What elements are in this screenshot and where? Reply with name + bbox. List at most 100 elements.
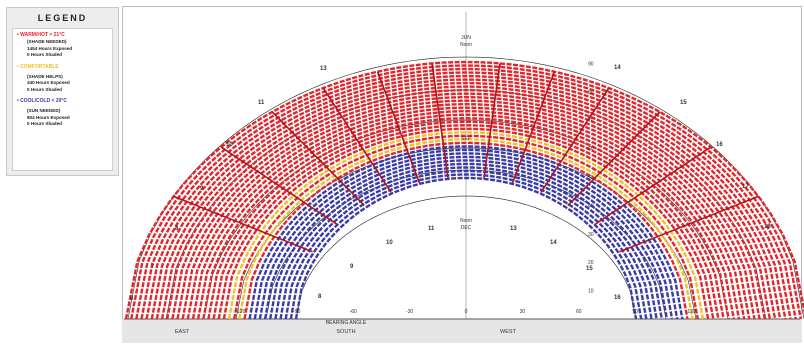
altitude-tick-label: 60	[588, 147, 594, 153]
hour-line	[619, 195, 759, 253]
hour-line	[567, 111, 661, 206]
altitude-tick-label: 20	[588, 260, 594, 266]
june-hour-label: 16	[716, 142, 723, 148]
sun-path-line	[145, 74, 787, 320]
hour-line	[540, 87, 610, 193]
june-hour-label: 9	[200, 186, 204, 192]
legend-comfortable-label: • COMFORTABLE	[17, 63, 59, 70]
june-hour-label: 11	[258, 100, 265, 106]
december-noon-label: Noon	[460, 218, 472, 224]
sun-path-line	[233, 134, 699, 320]
december-hour-label: 14	[550, 240, 557, 246]
bearing-tick-label: -60	[350, 309, 357, 315]
sun-path-line	[130, 64, 802, 320]
june-hour-label: 13	[320, 66, 327, 72]
december-hour-label: 13	[510, 226, 517, 232]
sun-path-line	[253, 148, 679, 320]
hour-line	[173, 195, 313, 253]
sun-path-line	[124, 60, 804, 320]
sun-path-line	[279, 166, 653, 320]
december-hour-label: 15	[586, 266, 593, 272]
bearing-tick-label: 90	[632, 309, 638, 315]
legend-warm-shaded: 0 Hours Shaded	[27, 52, 62, 57]
december-hour-label: 11	[428, 226, 435, 232]
sun-path-line	[150, 78, 782, 320]
x-axis-title: BEARING ANGLE	[326, 320, 367, 326]
legend-comfortable-note: (SHADE HELPS)	[27, 73, 63, 79]
legend-comfortable-exposed: 340 Hours Exposed	[27, 80, 70, 85]
sun-path-line	[160, 85, 772, 320]
sun-path-line	[140, 71, 792, 320]
bearing-tick-label: 60	[576, 309, 582, 315]
legend-title: LEGEND	[37, 13, 88, 23]
june-hour-label: 14	[614, 65, 621, 71]
sun-path-line	[196, 109, 736, 320]
legend-group-cool: • COOL/COLD < 20°C (SUN NEEDED) 804 Hour…	[17, 98, 108, 128]
june-hour-label: 6	[130, 296, 134, 302]
december-hour-label: 8	[318, 294, 322, 300]
june-hour-label: 10	[226, 142, 233, 148]
june-label: JUN	[461, 35, 471, 41]
sun-path-line	[202, 113, 730, 320]
legend-warm-note: (SHADE NEEDED)	[27, 39, 67, 44]
altitude-tick-label: 50	[588, 175, 594, 181]
legend-cool-label: • COOL/COLD < 20°C	[17, 98, 68, 104]
sun-path-line	[181, 99, 751, 320]
sun-path-line	[243, 141, 689, 320]
sun-path-line	[176, 95, 756, 320]
december-hour-label: 9	[350, 264, 354, 270]
bearing-tick-label: -90	[293, 309, 300, 315]
june-hour-label: 15	[680, 100, 687, 106]
june-hour-label: 7	[151, 264, 155, 270]
altitude-tick-label: 10	[588, 289, 594, 295]
sun-path-line	[284, 169, 648, 320]
bearing-tick-label: 0	[465, 309, 468, 315]
sun-path-line	[207, 116, 725, 320]
altitude-ring	[127, 56, 804, 320]
hour-line	[511, 71, 556, 184]
sun-path-line	[258, 152, 674, 320]
legend-group-comfortable: • COMFORTABLE (SHADE HELPS) 340 Hours Ex…	[17, 64, 108, 94]
june-hour-label: 17	[742, 184, 749, 190]
direction-label: WEST	[500, 329, 517, 335]
altitude-ring	[295, 195, 637, 320]
legend-box: • WARM/HOT > 21°C (SHADE NEEDED) 1454 Ho…	[12, 28, 113, 171]
altitude-tick-label: 40	[588, 203, 594, 209]
hour-line	[483, 63, 501, 179]
june-noon-label: Noon	[460, 42, 472, 48]
hour-line	[322, 87, 392, 193]
sun-path-line	[294, 176, 638, 320]
sun-path-line	[217, 124, 715, 320]
june-hour-label: 18	[764, 224, 771, 230]
december-hour-label: 10	[386, 240, 393, 246]
hour-line	[220, 146, 338, 226]
june-hour-label: 8	[175, 226, 179, 232]
bearing-tick-label: 120	[687, 309, 696, 315]
sun-path-lines	[124, 60, 804, 320]
altitude-tick-label: 90	[588, 61, 594, 67]
altitude-tick-label: 30	[588, 232, 594, 238]
direction-label: SOUTH	[336, 329, 355, 335]
altitude-tick-label: 70	[588, 118, 594, 124]
direction-label: EAST	[175, 329, 190, 335]
legend-cool-exposed: 804 Hours Exposed	[27, 114, 70, 120]
sun-path-line	[222, 127, 710, 320]
hour-line	[376, 71, 421, 184]
december-label: DEC	[461, 225, 472, 231]
sun-path-line	[274, 162, 658, 320]
hour-line	[271, 111, 365, 206]
sun-path-line	[289, 173, 643, 320]
legend-warm-exposed: 1454 Hours Exposed	[27, 45, 73, 51]
sun-path-line	[171, 92, 761, 320]
legend-cool-note: (SUN NEEDED)	[27, 108, 61, 113]
legend-comfortable-shaded: 0 Hours Shaded	[27, 86, 62, 92]
sun-path-line	[191, 106, 741, 320]
sun-path-line	[212, 120, 720, 320]
sun-path-line	[263, 155, 669, 320]
sun-path-line	[186, 102, 746, 320]
hour-line	[594, 146, 712, 226]
bearing-tick-label: 30	[520, 309, 526, 315]
december-hour-label: 16	[614, 295, 621, 301]
